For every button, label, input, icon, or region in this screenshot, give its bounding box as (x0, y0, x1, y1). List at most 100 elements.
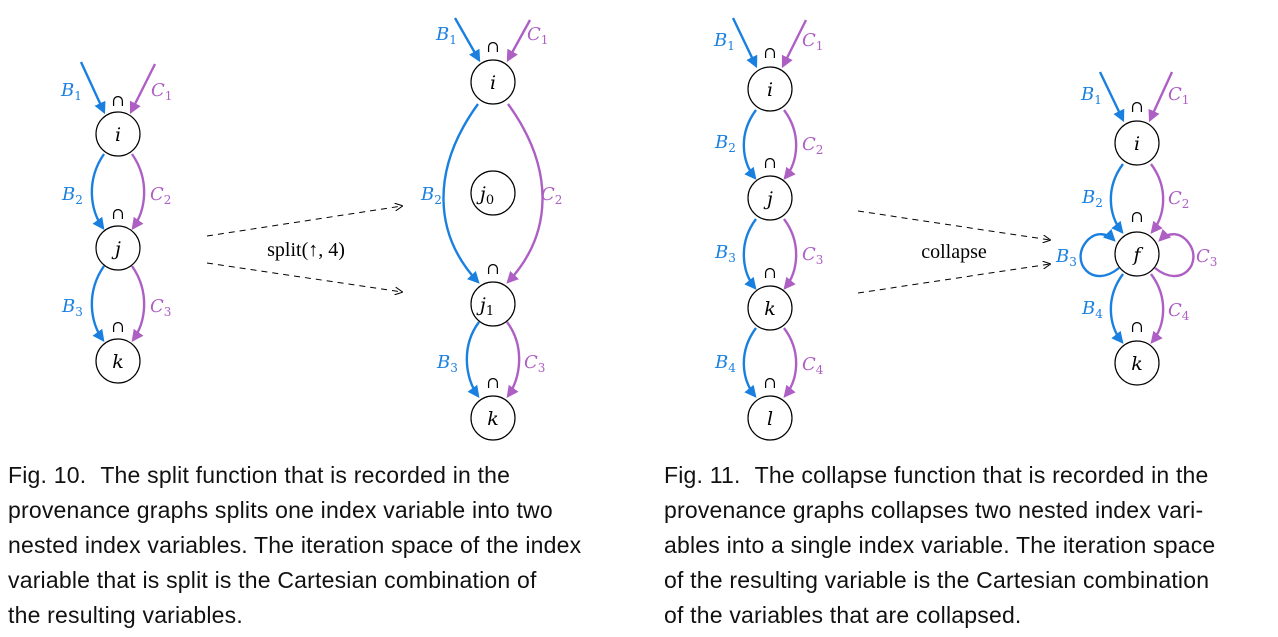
label-c2: C2 (802, 134, 823, 157)
edge-b1 (453, 17, 481, 63)
edge-b1 (79, 61, 106, 115)
node-j0 (470, 170, 516, 216)
edge-c3 (783, 218, 798, 290)
dashed-arrow-lower (206, 262, 402, 292)
node-i-label: i (1134, 133, 1140, 155)
figure-label: Fig. 10. (8, 462, 87, 488)
node-k (470, 395, 516, 441)
dashed-arrow-upper (857, 210, 1050, 240)
label-b2: B2 (420, 184, 442, 207)
intersection-symbol: ∩ (486, 259, 499, 278)
edge-b1 (1098, 71, 1125, 123)
edge-b4 (1109, 273, 1124, 344)
label-c2: C2 (1168, 188, 1189, 211)
node-i (470, 59, 516, 105)
label-b1: B1 (60, 80, 82, 103)
caption-line: the resulting variables. (8, 602, 243, 628)
caption-line: Fig. 10. The split function that is recor… (8, 462, 511, 488)
fig11-left-graph: i j k l ∩ ∩ ∩ ∩ B1 C1 B2 C2 B3 C3 B4 C4 (713, 17, 824, 441)
node-k-label: k (112, 351, 124, 373)
collapse-transform: collapse (857, 210, 1050, 294)
label-c2: C2 (541, 184, 562, 207)
label-c1: C1 (527, 24, 548, 47)
edge-b3 (90, 265, 105, 342)
edge-c1 (506, 19, 532, 63)
node-j0-label: j0 (476, 183, 494, 208)
intersection-symbol: ∩ (763, 263, 776, 282)
node-i-label: i (115, 124, 121, 146)
node-l (747, 395, 793, 441)
label-c1: C1 (151, 80, 172, 103)
label-b3: B3 (714, 242, 736, 265)
edge-c4 (1150, 273, 1165, 344)
node-f-label: f (1131, 244, 1143, 266)
node-j1-label: j1 (476, 294, 494, 319)
label-b4: B4 (714, 352, 736, 375)
node-j-label: j (763, 188, 773, 210)
label-c1: C1 (802, 30, 823, 53)
label-c3: C3 (802, 244, 823, 267)
edge-b3-loop (1079, 228, 1120, 278)
node-l-label: l (767, 408, 773, 430)
caption-line: provenance graphs splits one index varia… (8, 497, 553, 523)
edge-c3 (131, 265, 146, 342)
edge-b2 (442, 103, 480, 284)
figures-diagram: i j k ∩ ∩ ∩ B1 C1 B2 C2 B3 C3 split(↑, 4… (60, 17, 1217, 441)
caption-line: of the resulting variable is the Cartesi… (664, 567, 1210, 593)
node-k (747, 285, 793, 331)
label-b3: B3 (61, 296, 83, 319)
edge-c1 (129, 63, 157, 115)
intersection-symbol: ∩ (1130, 317, 1143, 336)
label-b3: B3 (1055, 246, 1077, 269)
node-k (95, 338, 141, 384)
node-k-label: k (487, 408, 499, 430)
label-c4: C4 (802, 354, 824, 377)
edge-c2 (131, 153, 146, 230)
figure-10-caption: Fig. 10. The split function that is recor… (8, 458, 628, 633)
intersection-symbol: ∩ (111, 204, 124, 223)
dashed-arrow-lower (857, 264, 1050, 294)
node-j1 (470, 281, 516, 327)
node-i (747, 66, 793, 112)
label-b1: B1 (713, 30, 735, 53)
node-i (1114, 120, 1160, 166)
figure-label: Fig. 11. (664, 462, 741, 488)
edge-c4 (783, 327, 798, 398)
edge-c1 (781, 19, 808, 69)
node-i-label: i (490, 72, 496, 94)
dashed-arrow-upper (206, 206, 402, 237)
fig10-left-graph: i j k ∩ ∩ ∩ B1 C1 B2 C2 B3 C3 (60, 61, 172, 384)
node-j (95, 225, 141, 271)
edge-b2 (1109, 163, 1124, 234)
node-j (747, 175, 793, 221)
node-f (1114, 231, 1160, 277)
edge-b3 (465, 321, 480, 398)
node-k (1114, 340, 1160, 386)
split-label: split(↑, 4) (267, 239, 345, 261)
label-c3: C3 (524, 352, 545, 375)
caption-line: variable that is split is the Cartesian … (8, 567, 537, 593)
edge-c2 (1150, 163, 1165, 234)
label-b2: B2 (1081, 187, 1103, 210)
label-c1: C1 (1168, 84, 1189, 107)
caption-line: Fig. 11. The collapse function that is re… (664, 462, 1209, 488)
intersection-symbol: ∩ (486, 37, 499, 56)
label-b1: B1 (1080, 84, 1102, 107)
edge-c2 (783, 109, 798, 180)
node-k-label: k (1131, 353, 1143, 375)
label-c3: C3 (150, 296, 171, 319)
edge-c2 (506, 103, 544, 284)
label-c4: C4 (1168, 300, 1190, 323)
fig10-right-graph: i j0 j1 k ∩ ∩ ∩ B1 C1 B2 C2 B3 C3 (420, 17, 562, 441)
intersection-symbol: ∩ (763, 153, 776, 172)
intersection-symbol: ∩ (763, 43, 776, 62)
caption-line: of the variables that are collapsed. (664, 602, 1022, 628)
caption-line: nested index variables. The iteration sp… (8, 532, 582, 558)
edge-b2 (90, 153, 105, 230)
intersection-symbol: ∩ (763, 373, 776, 392)
label-b2: B2 (714, 132, 736, 155)
edge-b1 (731, 17, 758, 69)
edge-c3-loop (1154, 228, 1195, 278)
intersection-symbol: ∩ (486, 373, 499, 392)
label-b3: B3 (436, 352, 458, 375)
